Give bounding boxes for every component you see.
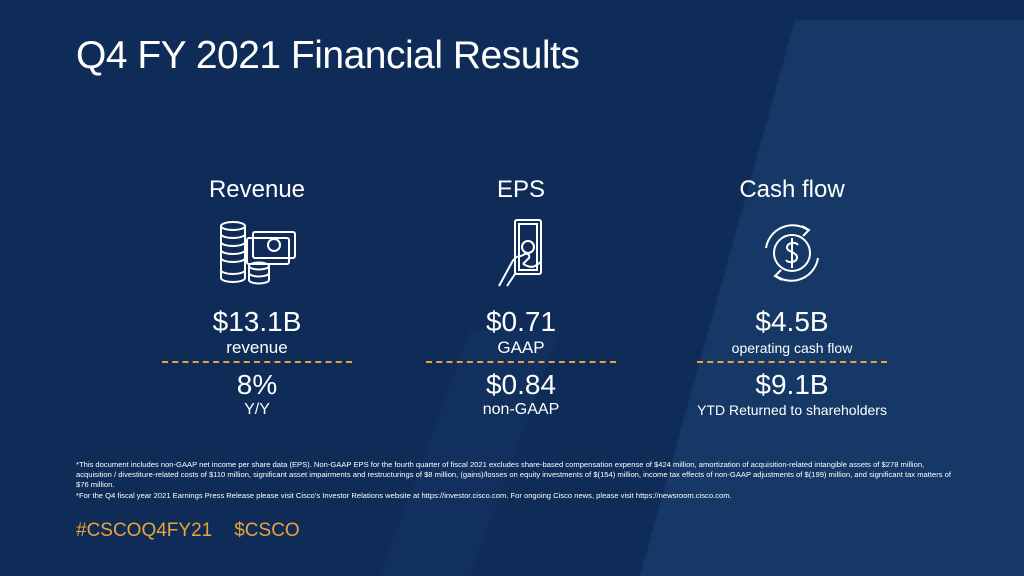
metric-heading: Cash flow xyxy=(739,176,845,203)
footnotes: *This document includes non-GAAP net inc… xyxy=(76,460,956,501)
metric-heading: Revenue xyxy=(208,176,306,203)
metric-cash-flow: Cash flow $4.5B operating cash flow $9.1… xyxy=(677,172,907,419)
coins-cash-icon xyxy=(220,221,296,285)
eps-gaap-value: $0.71 xyxy=(485,306,557,337)
eps-gaap-label: GAAP xyxy=(497,338,545,357)
cash-flow-label: operating cash flow xyxy=(731,340,853,356)
page-title: Q4 FY 2021 Financial Results xyxy=(76,34,580,77)
hand-money-icon xyxy=(498,219,542,287)
eps-non-gaap-value: $0.84 xyxy=(485,369,557,400)
dashed-divider xyxy=(426,361,616,363)
cash-flow-value: $4.5B xyxy=(755,306,829,337)
returned-to-shareholders-label: YTD Returned to shareholders xyxy=(697,402,887,418)
eps-non-gaap-label: non-GAAP xyxy=(482,401,560,418)
hashtag-earnings[interactable]: #CSCOQ4FY21 xyxy=(76,520,213,541)
returned-to-shareholders-value: $9.1B xyxy=(755,369,829,400)
dollar-cycle-icon xyxy=(765,224,819,282)
revenue-growth-label: Y/Y xyxy=(244,401,270,418)
revenue-label: revenue xyxy=(226,338,288,357)
footnote-non-gaap: *This document includes non-GAAP net inc… xyxy=(76,460,951,490)
hashtags: #CSCOQ4FY21 $CSCO xyxy=(76,520,322,542)
hashtag-ticker[interactable]: $CSCO xyxy=(234,520,300,541)
revenue-growth-value: 8% xyxy=(236,369,278,400)
metric-eps: EPS $0.71 GAAP $0.84 non-GAAP xyxy=(406,172,636,419)
revenue-value: $13.1B xyxy=(212,306,302,337)
metric-heading: EPS xyxy=(496,176,546,203)
dashed-divider xyxy=(162,361,352,363)
metric-revenue: Revenue $13.1B revenue 8% Y/Y xyxy=(142,172,372,419)
footnote-press-release: *For the Q4 fiscal year 2021 Earnings Pr… xyxy=(76,490,732,500)
dashed-divider xyxy=(697,361,887,363)
